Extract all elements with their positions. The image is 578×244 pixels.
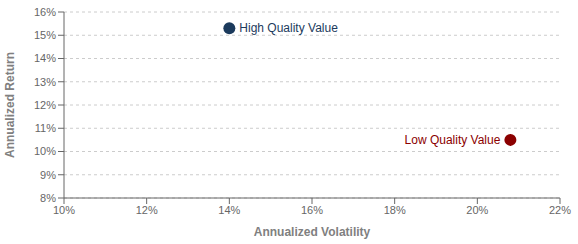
svg-text:13%: 13%: [34, 76, 56, 88]
svg-text:8%: 8%: [40, 192, 56, 204]
svg-text:11%: 11%: [35, 122, 56, 134]
svg-text:High Quality Value: High Quality Value: [239, 21, 338, 35]
svg-text:10%: 10%: [34, 145, 56, 157]
svg-text:Annualized Return: Annualized Return: [8, 52, 17, 158]
svg-text:10%: 10%: [53, 204, 75, 216]
svg-text:16%: 16%: [34, 6, 56, 18]
svg-text:12%: 12%: [136, 204, 158, 216]
svg-text:Low Quality Value: Low Quality Value: [405, 133, 501, 147]
svg-text:Annualized Volatility: Annualized Volatility: [254, 225, 371, 239]
svg-text:16%: 16%: [301, 204, 323, 216]
svg-text:12%: 12%: [34, 99, 56, 111]
svg-text:22%: 22%: [549, 204, 570, 216]
svg-text:14%: 14%: [218, 204, 240, 216]
svg-text:18%: 18%: [384, 204, 406, 216]
svg-text:14%: 14%: [34, 52, 56, 64]
svg-text:20%: 20%: [466, 204, 488, 216]
svg-text:9%: 9%: [40, 169, 56, 181]
svg-text:15%: 15%: [34, 29, 56, 41]
